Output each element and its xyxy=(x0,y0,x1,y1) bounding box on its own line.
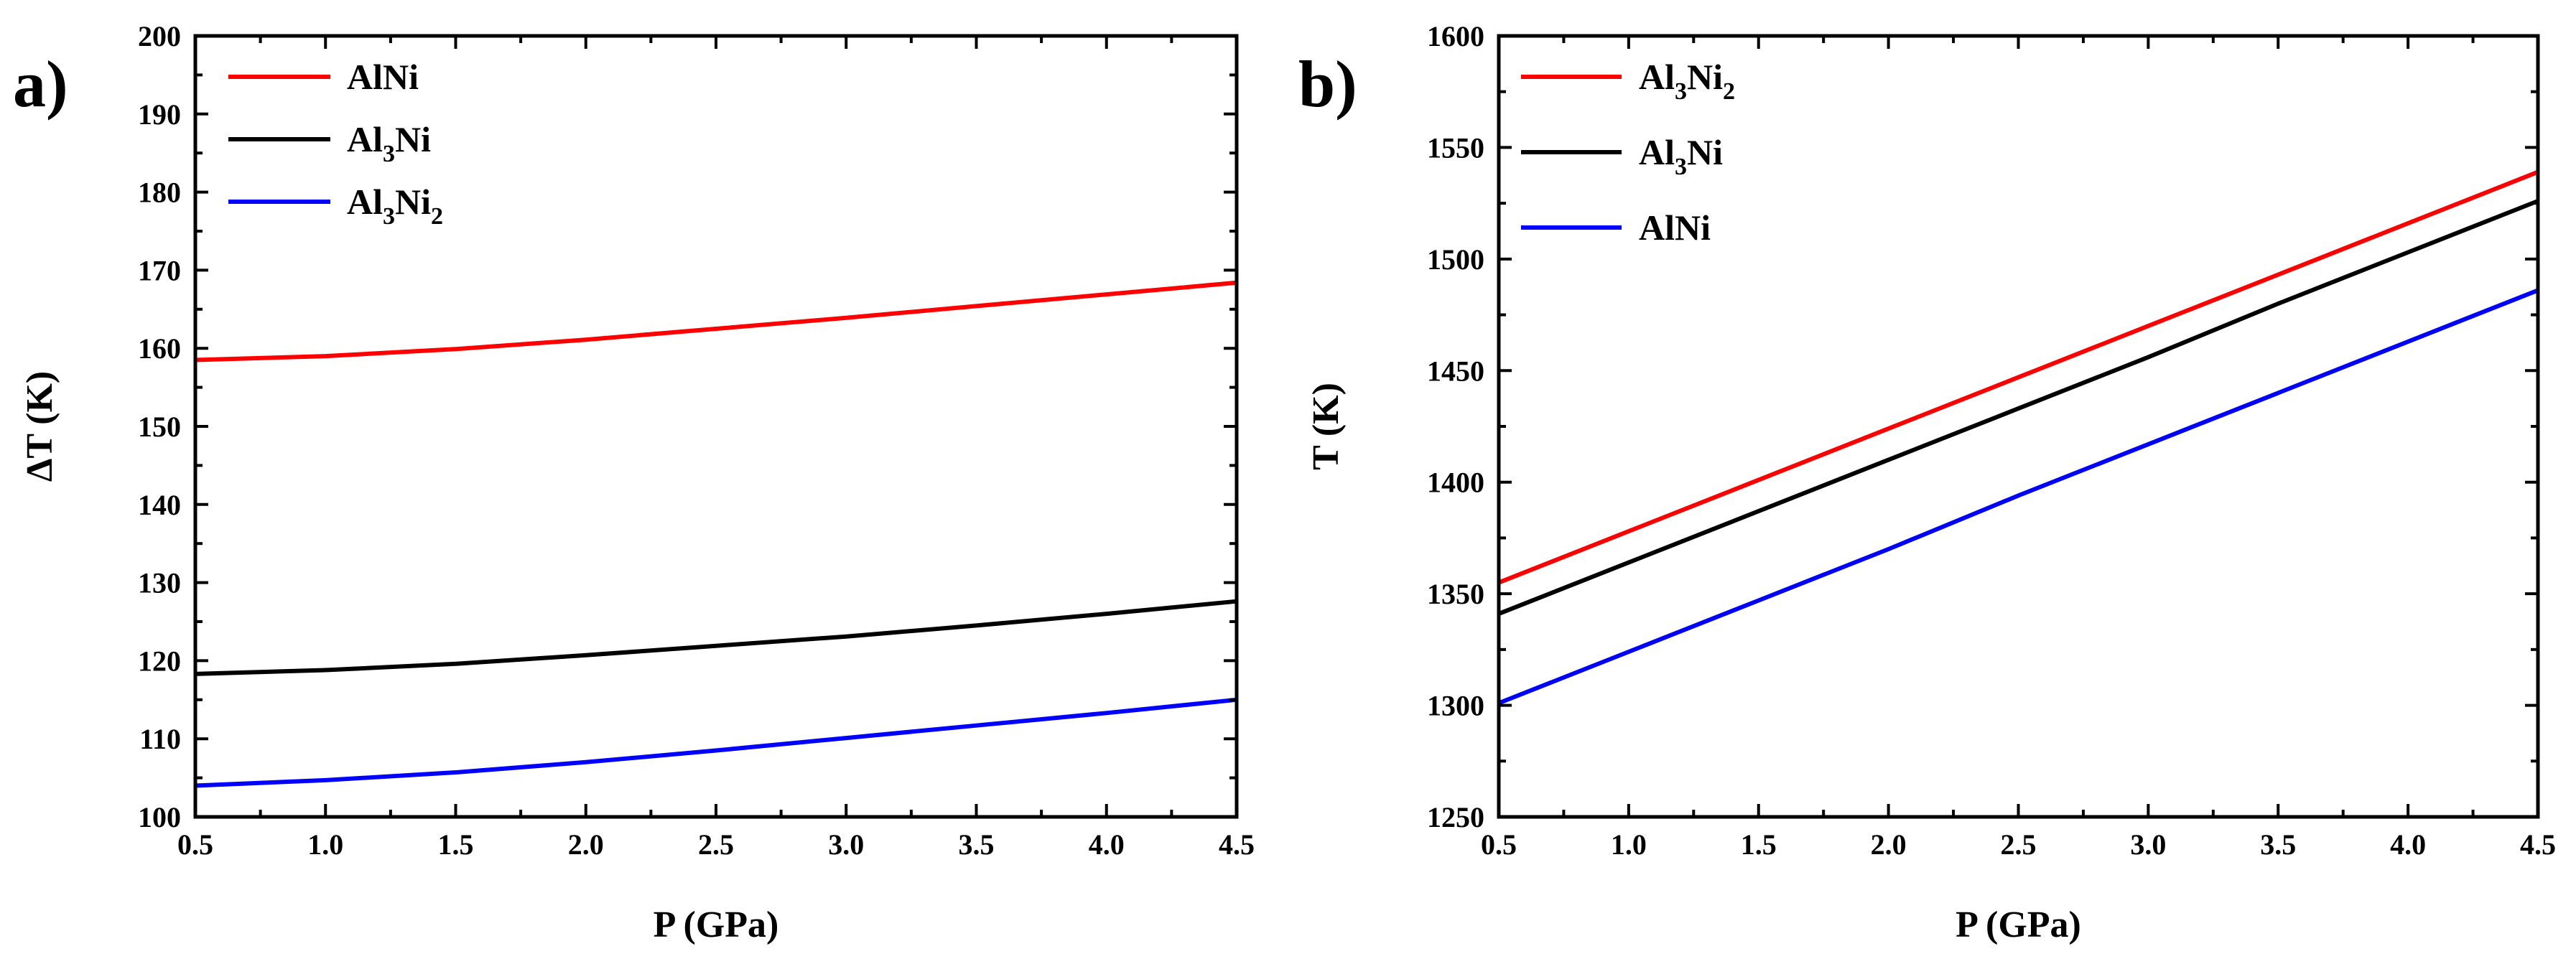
chart-0-xtick-label: 2.0 xyxy=(568,828,604,861)
chart-0-point-AlNi-5 xyxy=(846,317,847,318)
chart-1-xtick-label: 2.5 xyxy=(2001,828,2037,861)
chart-0-xtick-label: 3.5 xyxy=(959,828,995,861)
chart-0-point-AlNi-1 xyxy=(325,356,326,357)
chart-0-xtick-label: 4.5 xyxy=(1219,828,1255,861)
chart-1-xtick-label: 4.5 xyxy=(2520,828,2556,861)
chart-0-ytick-label: 150 xyxy=(138,411,181,443)
chart-0-point-Al3Ni2-6 xyxy=(976,725,977,726)
chart-0-point-Al3Ni2-5 xyxy=(846,738,847,739)
chart-1-xtick-label: 0.5 xyxy=(1481,828,1517,861)
chart-1-xtick-label: 3.5 xyxy=(2260,828,2296,861)
chart-0-xtick-label: 4.0 xyxy=(1089,828,1125,861)
chart-0-xtick-label: 0.5 xyxy=(177,828,213,861)
chart-1-ytick-label: 1400 xyxy=(1427,467,1484,499)
chart-0-ytick-label: 100 xyxy=(138,801,181,833)
chart-1-xtick-label: 4.0 xyxy=(2390,828,2426,861)
chart-1-point-AlNi-3 xyxy=(1888,549,1889,550)
chart-1-point-AlNi-4 xyxy=(2018,495,2019,496)
chart-0-point-Al3Ni-2 xyxy=(455,663,456,664)
chart-0-ytick-label: 180 xyxy=(138,177,181,209)
chart-1-y-axis-title: T (K) xyxy=(1306,383,1347,470)
chart-1-xtick-label: 1.0 xyxy=(1611,828,1647,861)
chart-1-point-Al3Ni-3 xyxy=(1888,459,1889,460)
chart-0-point-Al3Ni2-2 xyxy=(455,772,456,773)
chart-0-series-line-Al3Ni xyxy=(195,599,1237,676)
chart-1-ytick-label: 1350 xyxy=(1427,578,1484,610)
chart-1-point-Al3Ni2-1 xyxy=(1628,531,1629,532)
chart-1-ytick-label: 1300 xyxy=(1427,690,1484,722)
chart-1-point-Al3Ni2-6 xyxy=(2278,274,2279,275)
chart-1-legend-label-Al3Ni2: Al3Ni2 xyxy=(1639,57,1735,105)
chart-0-point-Al3Ni-6 xyxy=(976,625,977,626)
chart-1-x-axis-title: P (GPa) xyxy=(1956,904,2081,945)
chart-0-legend-label-Al3Ni: Al3Ni xyxy=(347,119,431,167)
chart-0-ytick-label: 170 xyxy=(138,254,181,286)
chart-1-point-Al3Ni-2 xyxy=(1758,511,1759,512)
chart-0-ytick-label: 120 xyxy=(138,645,181,677)
chart-0-ytick-label: 160 xyxy=(138,332,181,365)
chart-1-point-Al3Ni2-4 xyxy=(2018,377,2019,378)
chart-1-point-Al3Ni-1 xyxy=(1628,562,1629,563)
chart-0-point-Al3Ni2-4 xyxy=(716,750,717,751)
chart-1-point-Al3Ni2-5 xyxy=(2148,326,2149,327)
chart-1-point-Al3Ni-7 xyxy=(2408,252,2409,253)
panel-a: 0.5 1.0 1.5 2.0 2.5 3.0 3.5 4.0 4.5 100 110 120 130 1… xyxy=(13,20,1255,945)
chart-1-ytick-label: 1550 xyxy=(1427,131,1484,164)
chart-0-y-axis-title: ΔT (K) xyxy=(19,371,60,482)
chart-0-ytick-label: 110 xyxy=(139,723,181,755)
chart-1-ytick-label: 1250 xyxy=(1427,801,1484,833)
chart-0-xtick-label: 1.5 xyxy=(438,828,474,861)
chart-0-legend-label-Al3Ni2: Al3Ni2 xyxy=(347,182,443,230)
chart-0-ytick-label: 200 xyxy=(138,20,181,52)
chart-1-series-line-AlNi xyxy=(1497,288,2539,706)
chart-1-ytick-label: 1450 xyxy=(1427,355,1484,387)
chart-0-point-AlNi-7 xyxy=(1106,294,1107,295)
chart-0-xtick-label: 3.0 xyxy=(828,828,864,861)
chart-0-xtick-label: 2.5 xyxy=(698,828,734,861)
chart-1-ytick-label: 1500 xyxy=(1427,243,1484,276)
chart-1-point-AlNi-2 xyxy=(1758,600,1759,601)
chart-1-point-Al3Ni2-7 xyxy=(2408,223,2409,224)
chart-0-ytick-label: 190 xyxy=(138,98,181,131)
chart-1-xtick-label: 2.0 xyxy=(1871,828,1907,861)
chart-0-x-axis-title: P (GPa) xyxy=(654,904,779,945)
chart-0-xtick-label: 1.0 xyxy=(307,828,343,861)
chart-1-series-line-Al3Ni xyxy=(1497,199,2539,616)
chart-1-point-AlNi-7 xyxy=(2408,341,2409,342)
chart-1-point-Al3Ni-4 xyxy=(2018,408,2019,409)
chart-1-legend-label-AlNi: AlNi xyxy=(1639,207,1711,248)
chart-0-point-Al3Ni-4 xyxy=(716,645,717,646)
chart-0-point-AlNi-6 xyxy=(976,306,977,307)
chart-0-legend-label-AlNi: AlNi xyxy=(347,57,419,97)
chart-1-legend-label-Al3Ni: Al3Ni xyxy=(1639,132,1723,180)
chart-0-series-line-Al3Ni2 xyxy=(195,697,1237,788)
chart-1-xtick-label: 3.0 xyxy=(2130,828,2166,861)
chart-0-series-line-AlNi xyxy=(195,280,1237,362)
chart-0-panel-label: a) xyxy=(13,47,68,121)
chart-1-series-line-Al3Ni2 xyxy=(1497,169,2539,585)
chart-0-point-Al3Ni2-7 xyxy=(1106,713,1107,714)
panel-b: 0.5 1.0 1.5 2.0 2.5 3.0 3.5 4.0 4.5 1250 1300 1350 1… xyxy=(1298,20,2556,945)
chart-0-point-AlNi-2 xyxy=(455,349,456,350)
chart-1-ytick-label: 1600 xyxy=(1427,20,1484,52)
chart-0-ytick-label: 140 xyxy=(138,489,181,521)
chart-0-point-Al3Ni-5 xyxy=(846,636,847,637)
chart-1-xtick-label: 1.5 xyxy=(1741,828,1777,861)
chart-1-panel-label: b) xyxy=(1298,47,1357,121)
chart-0-ytick-label: 130 xyxy=(138,567,181,599)
